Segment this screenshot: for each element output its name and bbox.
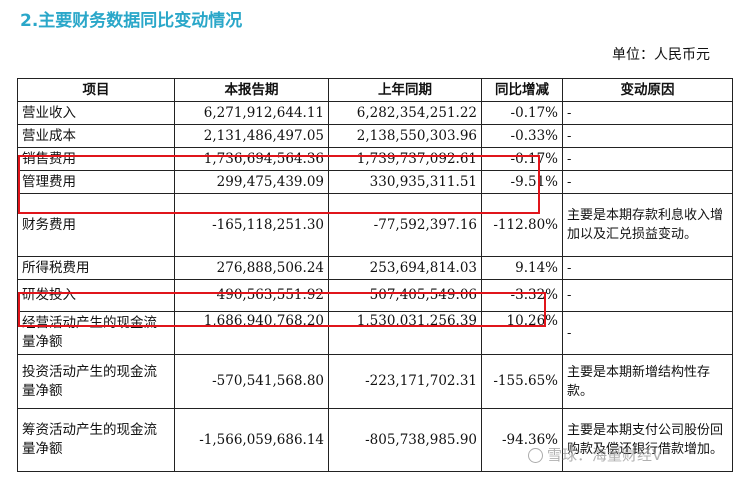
row-reason: -	[562, 170, 733, 194]
row-previous: 6,282,354,251.22	[328, 101, 482, 125]
row-reason: -	[562, 279, 733, 312]
row-item: 研发投入	[17, 279, 175, 312]
financial-data-table: 项目 本报告期 上年同期 同比增减 变动原因 营业收入 6,271,912,64…	[17, 78, 733, 472]
table-row: 研发投入 490,563,551.92 507,405,549.06 -3.32…	[17, 279, 733, 312]
table-row: 管理费用 299,475,439.09 330,935,311.51 -9.51…	[17, 170, 733, 194]
watermark: 雪球：海量财经V	[528, 444, 662, 465]
table-row: 营业成本 2,131,486,497.05 2,138,550,303.96 -…	[17, 124, 733, 148]
row-previous: 507,405,549.06	[328, 279, 482, 312]
row-reason: -	[562, 311, 733, 355]
row-current: 2,131,486,497.05	[174, 124, 329, 148]
row-change: 9.14%	[481, 256, 563, 280]
row-change: -0.17%	[481, 147, 563, 171]
row-previous: -805,738,985.90	[328, 408, 482, 472]
row-current: -1,566,059,686.14	[174, 408, 329, 472]
row-previous: -223,171,702.31	[328, 354, 482, 409]
header-yoy-change: 同比增减	[481, 78, 563, 102]
table-row: 财务费用 -165,118,251.30 -77,592,397.16 -112…	[17, 193, 733, 257]
section-title: 2.主要财务数据同比变动情况	[20, 11, 243, 31]
row-item: 所得税费用	[17, 256, 175, 280]
row-change: -94.36%	[481, 408, 563, 472]
row-reason: -	[562, 256, 733, 280]
row-previous: 253,694,814.03	[328, 256, 482, 280]
row-change: -0.17%	[481, 101, 563, 125]
row-current: 6,271,912,644.11	[174, 101, 329, 125]
row-current: 276,888,506.24	[174, 256, 329, 280]
snowball-logo-icon	[528, 448, 543, 463]
row-reason: 主要是本期存款利息收入增加以及汇兑损益变动。	[562, 193, 733, 257]
row-item: 营业收入	[17, 101, 175, 125]
table-row: 所得税费用 276,888,506.24 253,694,814.03 9.14…	[17, 256, 733, 280]
row-change: -112.80%	[481, 193, 563, 257]
highlight-box-expenses	[18, 155, 540, 214]
row-item: 经营活动产生的现金流量净额	[17, 311, 175, 355]
table-header-row: 项目 本报告期 上年同期 同比增减 变动原因	[17, 78, 733, 102]
row-current: 490,563,551.92	[174, 279, 329, 312]
table-row: 营业收入 6,271,912,644.11 6,282,354,251.22 -…	[17, 101, 733, 125]
row-reason: 主要是本期新增结构性存款。	[562, 354, 733, 409]
row-change: -155.65%	[481, 354, 563, 409]
row-item: 营业成本	[17, 124, 175, 148]
row-item: 筹资活动产生的现金流量净额	[17, 408, 175, 472]
unit-label: 单位：人民币元	[612, 47, 710, 63]
row-current: 1,736,694,564.36	[174, 147, 329, 171]
highlight-box-rd	[18, 292, 546, 327]
header-item: 项目	[17, 78, 175, 102]
row-previous: 330,935,311.51	[328, 170, 482, 194]
watermark-text: 雪球：海量财经V	[547, 446, 663, 464]
table-row: 经营活动产生的现金流量净额 1,686,940,768.20 1,530,031…	[17, 311, 733, 355]
header-previous-period: 上年同期	[328, 78, 482, 102]
row-item: 财务费用	[17, 193, 175, 257]
table-row: 筹资活动产生的现金流量净额 -1,566,059,686.14 -805,738…	[17, 408, 733, 472]
header-change-reason: 变动原因	[562, 78, 733, 102]
row-reason: -	[562, 147, 733, 171]
table-row: 投资活动产生的现金流量净额 -570,541,568.80 -223,171,7…	[17, 354, 733, 409]
row-item: 销售费用	[17, 147, 175, 171]
row-reason: -	[562, 101, 733, 125]
row-change: -3.32%	[481, 279, 563, 312]
row-reason: -	[562, 124, 733, 148]
table-row: 销售费用 1,736,694,564.36 1,739,737,092.61 -…	[17, 147, 733, 171]
row-current: -570,541,568.80	[174, 354, 329, 409]
row-previous: 2,138,550,303.96	[328, 124, 482, 148]
row-item: 投资活动产生的现金流量净额	[17, 354, 175, 409]
row-reason: 主要是本期支付公司股份回购款及偿还银行借款增加。	[562, 408, 733, 472]
row-change: -0.33%	[481, 124, 563, 148]
header-current-period: 本报告期	[174, 78, 329, 102]
row-current: 299,475,439.09	[174, 170, 329, 194]
